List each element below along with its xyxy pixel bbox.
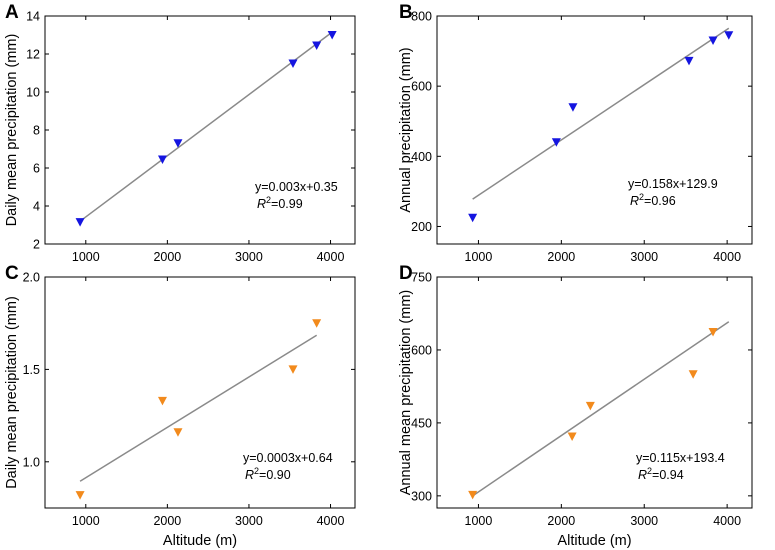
panel-a-letter: A [5,2,19,23]
panel-b-ylabel: Annual precipitation (mm) [398,47,414,212]
panel-d-data-point [468,490,478,500]
panel-b-data-point [568,103,578,112]
panel-d-ytick-label: 300 [411,489,432,503]
panel-b-fit-line [472,27,730,200]
panel-c-xtick-label: 4000 [317,514,345,528]
panel-c-xlabel: Altitude (m) [163,533,237,549]
panel-a-data-point [312,41,322,50]
panel-d-ytick-label: 750 [411,271,432,285]
panel-d-xtick-label: 1000 [465,514,493,528]
panel-a-r-squared: R2=0.99 [257,195,303,211]
panel-c-data-point [75,491,85,500]
panel-d-fit-line [472,321,730,497]
panel-b-equation: y=0.158x+129.9 [628,177,718,191]
panel-b-letter: B [399,2,413,23]
panel-d-xtick-label: 2000 [547,514,575,528]
panel-c-ytick-label: 1.5 [23,363,40,377]
panel-c-equation: y=0.0003x+0.64 [243,451,333,465]
panel-d-data-point [708,327,718,337]
panel-a-data-point [157,155,167,164]
panel-b-xtick-label: 2000 [547,250,575,264]
panel-c-r-squared: R2=0.90 [245,466,291,482]
panel-b: 1000 2000 3000 4000 200 400 600 800 y=0.158x+129… [398,2,753,264]
panel-b-ytick-label: 600 [411,80,432,94]
panel-d: 1000 2000 3000 4000 300 450 600 750 y=0.115x+193… [398,263,753,549]
panel-b-xtick-label: 3000 [630,250,658,264]
panel-a-xtick-label: 1000 [72,250,100,264]
panel-b-frame [436,15,753,245]
panel-a-xtick-label: 2000 [153,250,181,264]
panel-a-ytick-label: 12 [26,48,40,62]
panel-a: 1000 2000 3000 4000 2 4 6 8 10 12 14 y=0.003x+0.35R… [4,2,356,264]
panel-c-frame [44,276,356,509]
panel-a-data-point [75,218,85,227]
panel-c-data-point [288,365,298,374]
panel-b-r-squared: R2=0.96 [630,192,676,208]
panel-a-data-point [327,31,337,40]
panel-b-ytick-label: 400 [411,150,432,164]
panel-d-data-point [585,401,595,411]
panel-a-ytick-label: 10 [26,86,40,100]
panel-a-xtick-label: 3000 [235,250,263,264]
panel-d-letter: D [399,263,413,284]
panel-d-ytick-label: 600 [411,343,432,357]
panel-c-ytick-label: 1.0 [23,455,40,469]
panel-b-ytick-label: 200 [411,220,432,234]
panel-b-xtick-label: 1000 [465,250,493,264]
panel-a-ytick-label: 2 [33,238,40,252]
panel-d-ytick-label: 450 [411,416,432,430]
panel-d-ylabel: Annual mean precipitation (mm) [398,290,414,496]
panel-c-xtick-label: 3000 [235,514,263,528]
panel-c-data-point [157,396,167,406]
panel-c-xtick-label: 1000 [72,514,100,528]
panel-a-data-point [173,139,183,148]
panel-c-letter: C [5,263,19,284]
panel-a-xtick-label: 4000 [317,250,345,264]
panel-a-ytick-label: 4 [33,200,40,214]
panel-d-xlabel: Altitude (m) [557,533,631,549]
panel-a-ytick-label: 8 [33,124,40,138]
panel-a-ytick-label: 14 [26,10,40,24]
panel-d-equation: y=0.115x+193.4 [636,451,725,465]
panel-a-data-point [288,59,298,68]
panel-d-xtick-label: 3000 [630,514,658,528]
panel-a-equation: y=0.003x+0.35 [255,180,338,194]
panel-b-ytick-label: 800 [411,10,432,24]
panel-c-fit-line [79,334,318,482]
panel-c-data-point [173,428,183,437]
panel-d-data-point [688,370,698,379]
panel-c-data-point [312,319,322,328]
panel-d-data-point [567,432,577,442]
panel-b-xtick-label: 4000 [713,250,741,264]
panel-c-ytick-label: 2.0 [23,271,40,285]
panel-b-data-point [708,36,718,46]
panel-d-r-squared: R2=0.94 [638,466,684,482]
panel-d-xtick-label: 4000 [713,514,741,528]
panel-a-ylabel: Daily mean precipitation (mm) [4,34,20,227]
panel-c-xtick-label: 2000 [153,514,181,528]
panel-b-data-point [551,138,561,147]
panel-b-data-point [468,213,478,223]
panel-c: 1000 2000 3000 4000 1.0 1.5 2.0 y=0.0003x+0.64R… [4,263,356,549]
panel-c-ylabel: Daily mean precipitation (mm) [4,296,20,489]
panel-b-data-point [724,31,734,40]
panel-a-fit-line [79,31,333,222]
panel-b-data-point [684,56,694,66]
panel-a-ytick-label: 6 [33,162,40,176]
panel-d-frame [436,276,753,509]
